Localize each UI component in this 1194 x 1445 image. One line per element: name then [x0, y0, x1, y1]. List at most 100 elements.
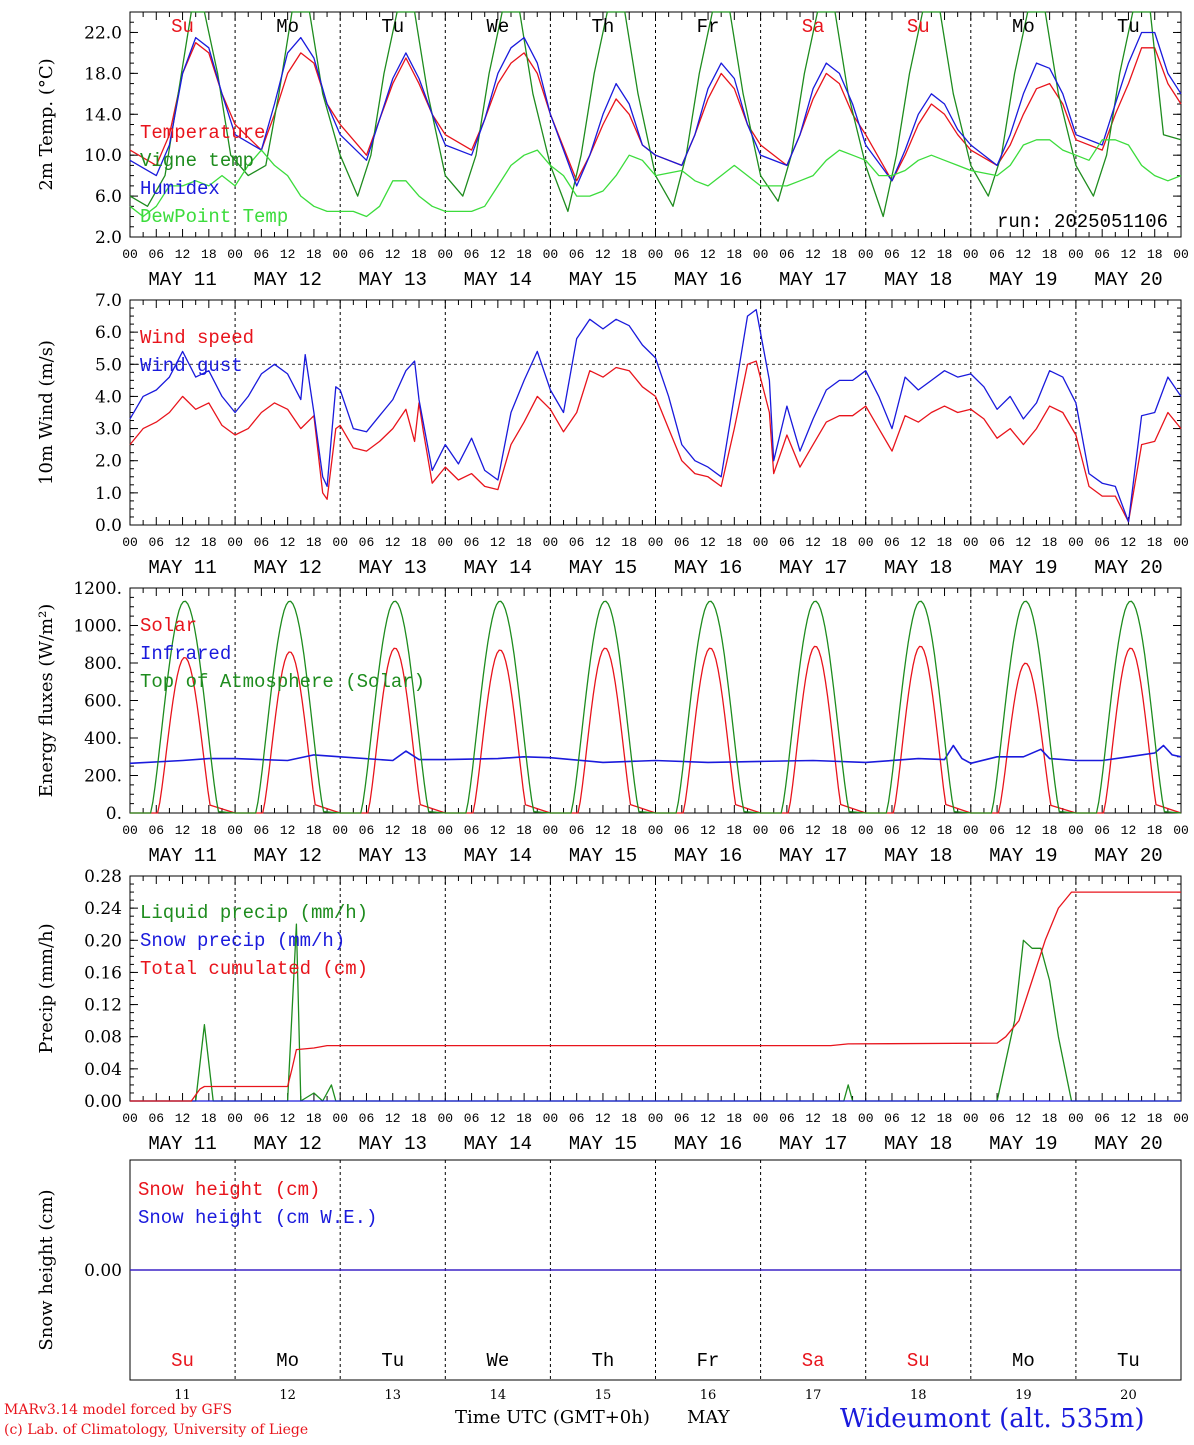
legend-entry: Humidex — [140, 178, 220, 200]
hour-tick-label: 06 — [254, 823, 270, 838]
hour-tick-label: 12 — [700, 535, 716, 550]
hour-tick-label: 18 — [201, 1111, 217, 1126]
hour-tick-label: 06 — [569, 823, 585, 838]
day-number-label: 19 — [1015, 1388, 1032, 1403]
weekday-label: Su — [907, 16, 930, 38]
hour-tick-label: 18 — [1147, 823, 1163, 838]
credit-line-1: MARv3.14 model forced by GFS — [4, 1402, 232, 1418]
legend-entry: Snow precip (mm/h) — [140, 930, 345, 952]
date-label: MAY 17 — [779, 269, 847, 291]
date-label: MAY 20 — [1094, 269, 1162, 291]
y-tick-label: 2.0 — [95, 452, 122, 472]
plot-frame-wind — [129, 299, 1182, 526]
hour-tick-label: 00 — [1173, 247, 1189, 262]
hour-tick-label: 00 — [858, 535, 874, 550]
date-label: MAY 17 — [779, 1133, 847, 1155]
hour-tick-label: 00 — [437, 535, 453, 550]
credit-line-2: (c) Lab. of Climatology, University of L… — [4, 1422, 308, 1438]
date-label: MAY 19 — [989, 1133, 1057, 1155]
series-line-top-of-atmosphere-solar- — [130, 600, 1182, 814]
hour-tick-label: 00 — [648, 1111, 664, 1126]
hour-tick-label: 06 — [884, 823, 900, 838]
hour-tick-label: 00 — [332, 1111, 348, 1126]
hour-tick-label: 00 — [332, 823, 348, 838]
hour-tick-label: 18 — [832, 823, 848, 838]
date-label: MAY 15 — [569, 557, 637, 579]
station-label: Wideumont (alt. 535m) — [840, 1404, 1144, 1434]
hour-tick-label: 18 — [832, 535, 848, 550]
date-label: MAY 20 — [1094, 557, 1162, 579]
panel-energy: 0. 200. 400. 600. 800. 1000. 1200. Energy fluxe… — [36, 579, 1189, 867]
y-tick-label: 0.20 — [84, 931, 122, 951]
y-tick-label: 6.0 — [95, 323, 122, 343]
panel-precip: 0.00 0.04 0.08 0.12 0.16 0.20 0.24 0.28 Precip (… — [36, 867, 1189, 1155]
hour-tick-label: 06 — [989, 535, 1005, 550]
date-label: MAY 19 — [989, 269, 1057, 291]
y-tick-label: 18.0 — [84, 64, 122, 84]
series-line-dewpoint-temp — [129, 139, 1182, 218]
day-number-label: 14 — [490, 1388, 507, 1403]
hour-tick-label: 12 — [1121, 535, 1137, 550]
date-label: MAY 13 — [359, 557, 427, 579]
date-label: MAY 11 — [148, 557, 216, 579]
hour-tick-label: 06 — [884, 1111, 900, 1126]
y-tick-label: 4.0 — [95, 387, 122, 407]
date-label: MAY 17 — [779, 845, 847, 867]
hour-tick-label: 00 — [332, 535, 348, 550]
hour-tick-label: 18 — [306, 247, 322, 262]
day-number-label: 12 — [279, 1388, 296, 1403]
legend-entry: Liquid precip (mm/h) — [140, 902, 368, 924]
hour-tick-label: 06 — [359, 535, 375, 550]
hour-tick-label: 18 — [1147, 247, 1163, 262]
y-tick-label: 6.0 — [95, 187, 122, 207]
weekday-label: Th — [592, 16, 615, 38]
weekday-label: Su — [907, 1350, 930, 1372]
y-tick-label: 1000. — [73, 617, 122, 637]
hour-tick-label: 00 — [543, 535, 559, 550]
hour-tick-label: 00 — [543, 1111, 559, 1126]
y-tick-label: 0.16 — [84, 963, 122, 983]
hour-tick-label: 06 — [359, 247, 375, 262]
panel-wind: 0.0 1.0 2.0 3.0 4.0 5.0 6.0 7.0 10m Wind (m/s) 00… — [36, 291, 1189, 579]
series-line-wind-speed — [129, 360, 1182, 523]
hour-tick-label: 12 — [490, 1111, 506, 1126]
plot-frame-energy — [129, 587, 1182, 814]
series-line-infrared — [129, 744, 1182, 765]
hour-tick-label: 12 — [805, 535, 821, 550]
y-axis-label: Precip (mm/h) — [36, 923, 57, 1053]
hour-tick-label: 00 — [963, 247, 979, 262]
hour-tick-label: 06 — [1094, 823, 1110, 838]
hour-tick-label: 06 — [359, 1111, 375, 1126]
hour-tick-label: 06 — [779, 247, 795, 262]
weekday-label: Mo — [1012, 16, 1035, 38]
hour-tick-label: 12 — [805, 1111, 821, 1126]
hour-tick-label: 12 — [490, 823, 506, 838]
series-line-total-cumulated-cm- — [130, 891, 1181, 1102]
weekday-label: Sa — [802, 16, 825, 38]
hour-tick-label: 00 — [332, 247, 348, 262]
hour-tick-label: 06 — [148, 1111, 164, 1126]
hour-tick-label: 18 — [306, 823, 322, 838]
hour-tick-label: 06 — [464, 823, 480, 838]
date-label: MAY 13 — [359, 269, 427, 291]
hour-tick-label: 12 — [490, 535, 506, 550]
date-label: MAY 17 — [779, 557, 847, 579]
hour-tick-label: 00 — [227, 1111, 243, 1126]
hour-tick-label: 06 — [1094, 247, 1110, 262]
hour-tick-label: 12 — [910, 535, 926, 550]
hour-tick-label: 00 — [648, 823, 664, 838]
y-tick-label: 0.00 — [84, 1261, 122, 1281]
hour-tick-label: 12 — [805, 247, 821, 262]
hour-tick-label: 06 — [779, 823, 795, 838]
weekday-label: Tu — [1117, 1350, 1140, 1372]
day-number-label: 18 — [910, 1388, 927, 1403]
weekday-label: Fr — [697, 16, 720, 38]
date-label: MAY 13 — [359, 845, 427, 867]
hour-tick-label: 18 — [727, 247, 743, 262]
y-tick-label: 0.0 — [95, 516, 122, 536]
weekday-label: We — [486, 1350, 509, 1372]
y-tick-label: 400. — [84, 729, 122, 749]
hour-tick-label: 00 — [1068, 1111, 1084, 1126]
hour-tick-label: 12 — [805, 823, 821, 838]
